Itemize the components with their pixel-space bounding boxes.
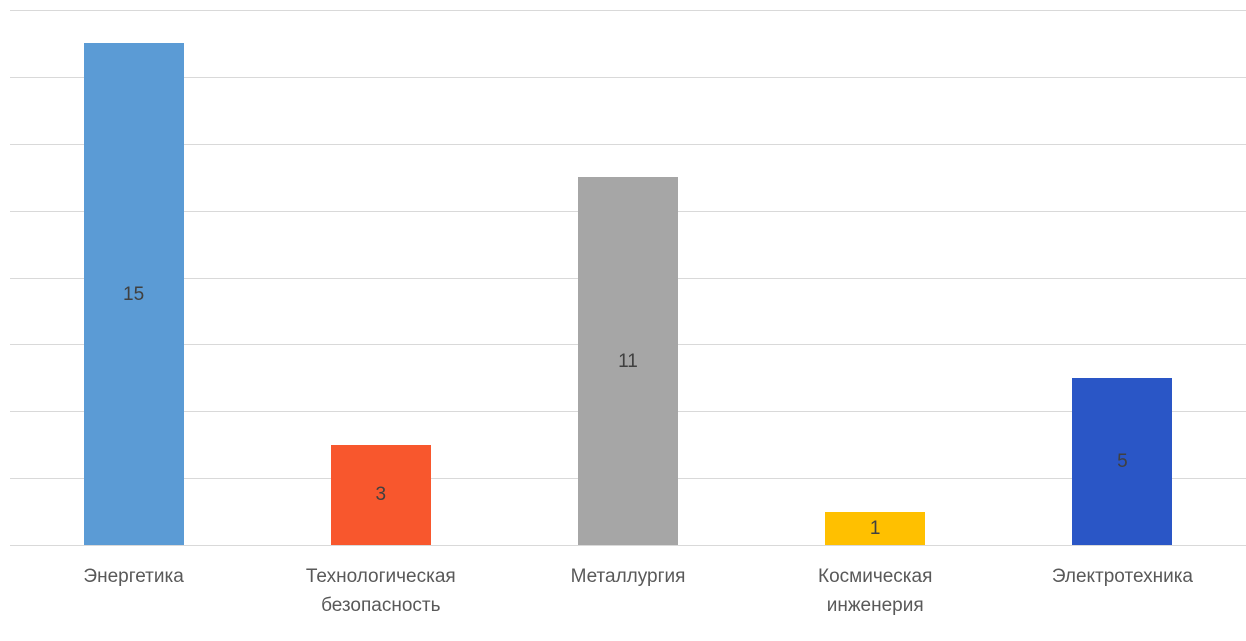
gridline bbox=[10, 143, 1246, 145]
gridline bbox=[10, 76, 1246, 78]
x-axis-labels: Энергетика Технологическая безопасность Ме… bbox=[10, 562, 1246, 621]
category-label-4: Электротехника bbox=[999, 562, 1246, 621]
category-label-1: Технологическая безопасность bbox=[257, 562, 504, 621]
gridline bbox=[10, 10, 1246, 11]
bar-4: 5 bbox=[1072, 377, 1173, 545]
bar-value-label: 1 bbox=[869, 517, 881, 539]
category-label-text: Электротехника bbox=[1051, 566, 1193, 587]
category-label-2: Металлургия bbox=[504, 562, 751, 621]
gridline bbox=[10, 545, 1246, 546]
category-label-text: Энергетика bbox=[83, 566, 184, 587]
category-label-text: Технологическая безопасность bbox=[305, 566, 456, 617]
category-label-3: Космическая инженерия bbox=[752, 562, 999, 621]
bar-0: 15 bbox=[83, 43, 184, 545]
category-label-0: Энергетика bbox=[10, 562, 257, 621]
bar-3: 1 bbox=[825, 511, 926, 545]
category-label-text: Космическая инженерия bbox=[818, 566, 933, 617]
bar-value-label: 11 bbox=[618, 350, 638, 372]
bar-value-label: 5 bbox=[1117, 450, 1128, 472]
bar-2: 11 bbox=[578, 177, 678, 545]
category-label-text: Металлургия bbox=[570, 566, 686, 587]
bar-value-label: 15 bbox=[123, 283, 145, 305]
bar-1: 3 bbox=[330, 444, 431, 545]
plot-area: 15 3 11 1 5 bbox=[10, 10, 1246, 546]
bar-value-label: 3 bbox=[375, 484, 387, 506]
